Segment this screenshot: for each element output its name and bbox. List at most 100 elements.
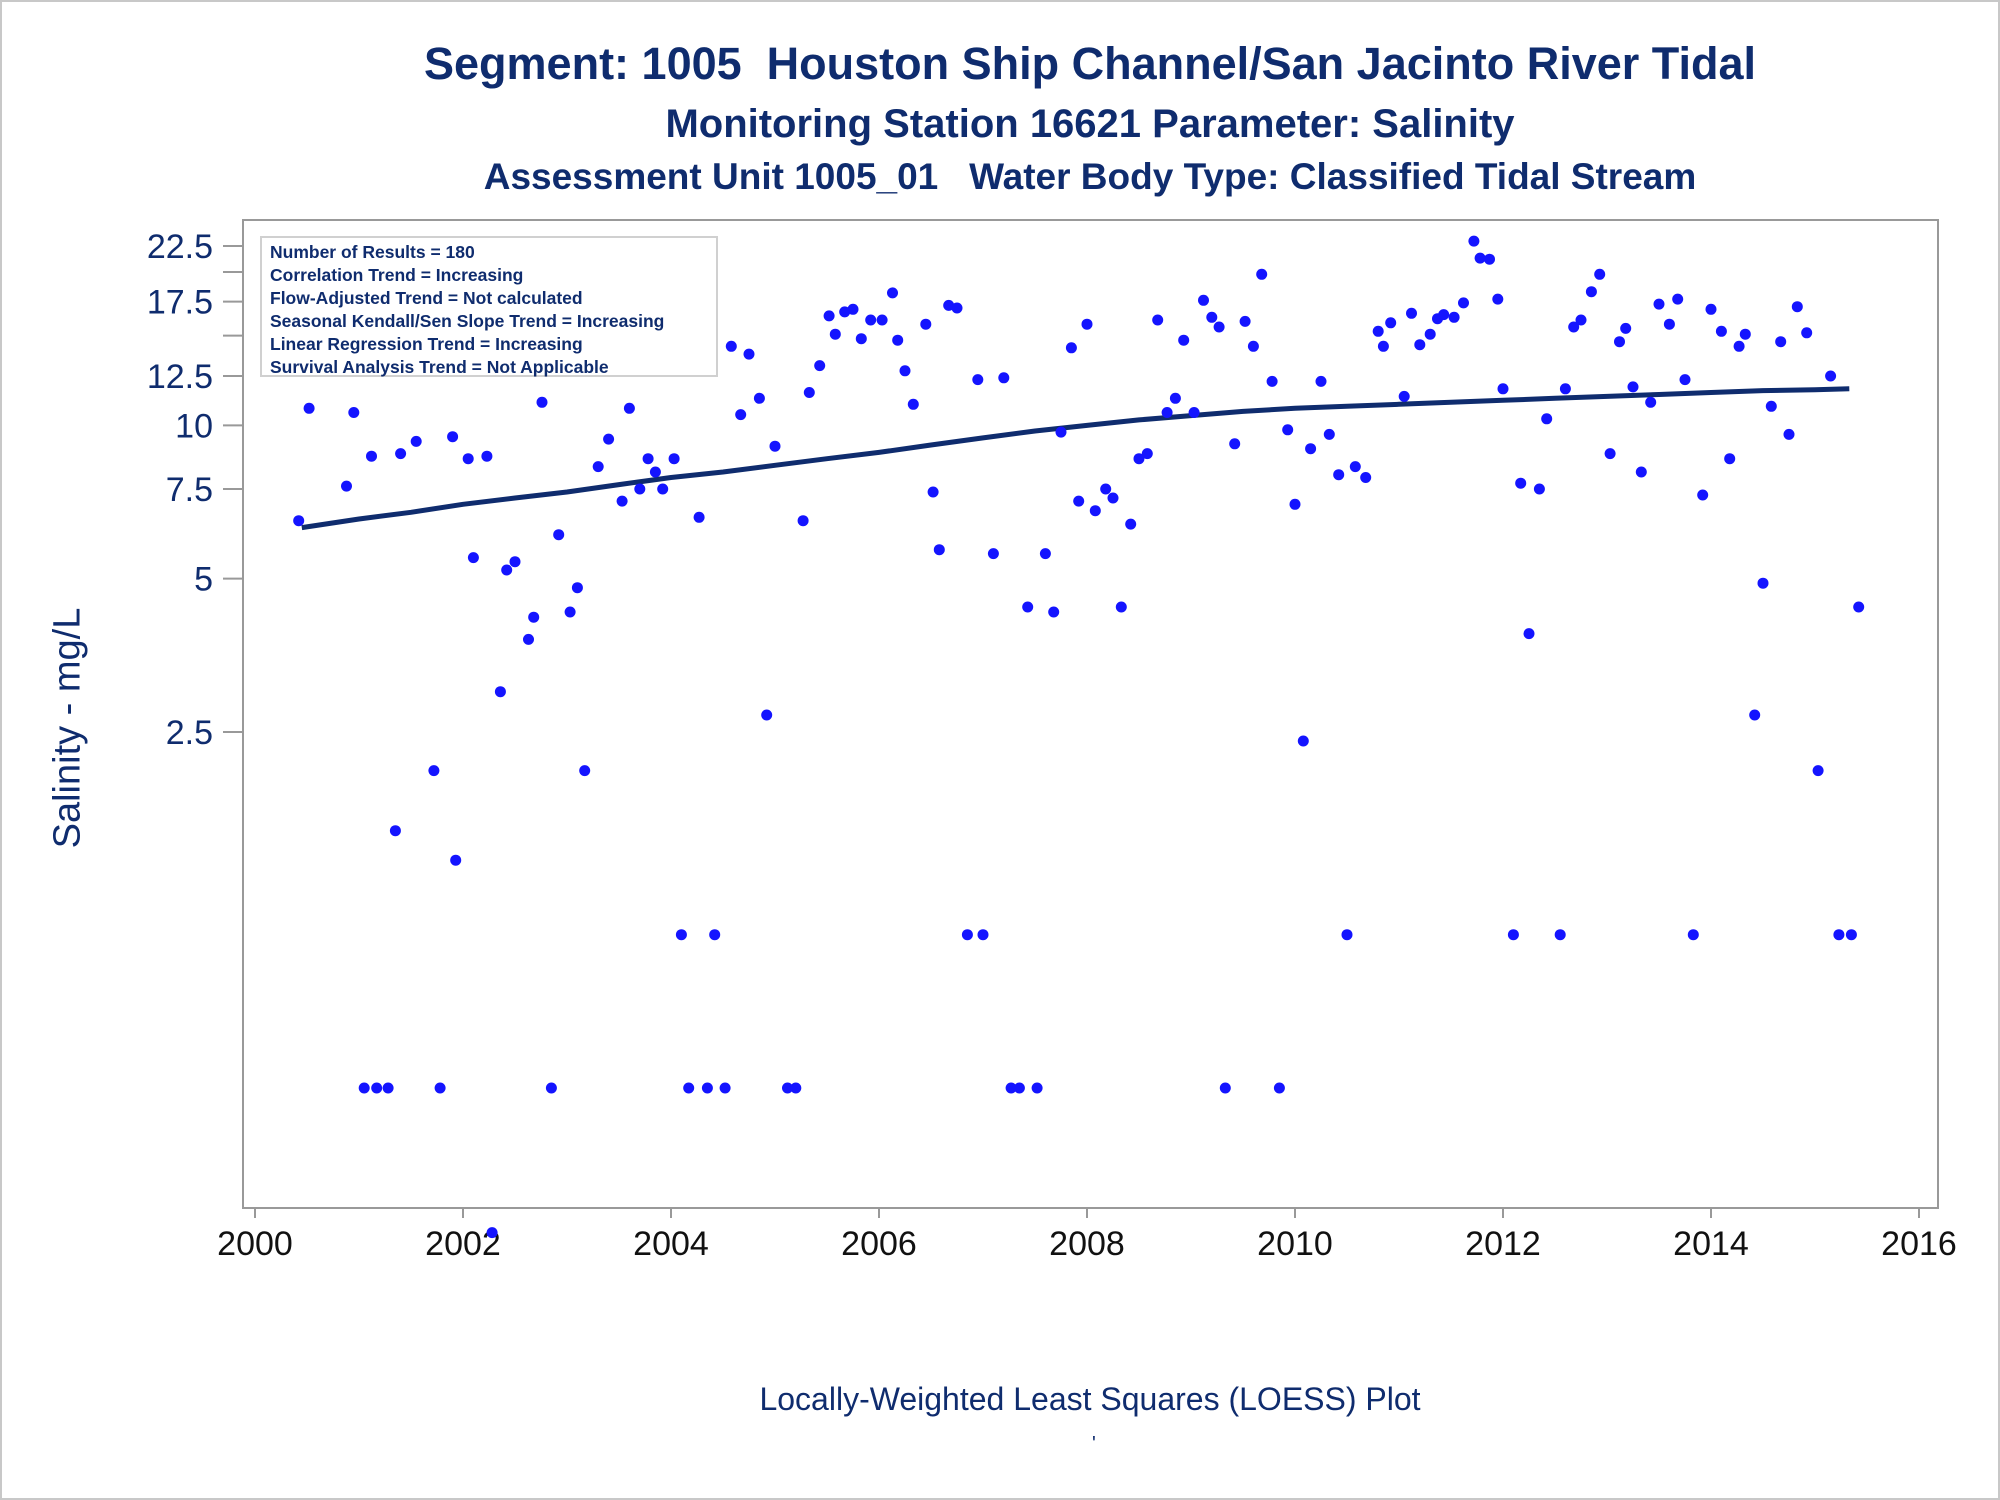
data-point bbox=[943, 299, 955, 311]
data-point bbox=[753, 392, 765, 404]
y-tick-label: 5 bbox=[194, 561, 213, 599]
stats-box: Number of Results = 180 Correlation Tren… bbox=[260, 236, 718, 377]
data-point bbox=[1757, 577, 1769, 589]
data-point bbox=[814, 360, 826, 372]
data-point bbox=[450, 854, 462, 866]
data-point bbox=[481, 450, 493, 462]
data-point bbox=[1687, 929, 1699, 941]
data-point bbox=[920, 318, 932, 330]
data-point bbox=[725, 340, 737, 352]
data-point bbox=[623, 402, 635, 414]
data-point bbox=[366, 450, 377, 462]
chart-title: Segment: 1005 Houston Ship Channel/San J… bbox=[424, 38, 1756, 89]
footer-mark: ' bbox=[1092, 1433, 1096, 1455]
data-point bbox=[1152, 314, 1164, 326]
data-point bbox=[1663, 318, 1675, 330]
data-point bbox=[719, 1082, 731, 1094]
data-point bbox=[1484, 253, 1495, 265]
data-point bbox=[790, 1082, 802, 1094]
data-point bbox=[797, 515, 809, 527]
data-point bbox=[1048, 606, 1060, 618]
data-point bbox=[545, 1082, 557, 1094]
data-point bbox=[701, 1082, 713, 1094]
data-point bbox=[865, 314, 877, 326]
data-point bbox=[1073, 495, 1085, 507]
y-tick-label: 10 bbox=[175, 407, 213, 445]
data-point bbox=[1372, 325, 1384, 337]
x-tick-label: 2006 bbox=[841, 1225, 917, 1263]
data-point bbox=[1575, 314, 1587, 326]
data-point bbox=[1055, 426, 1067, 438]
data-point bbox=[1604, 448, 1616, 460]
data-point bbox=[847, 303, 859, 315]
loess-line bbox=[301, 386, 1850, 531]
data-point bbox=[1398, 390, 1410, 402]
data-point bbox=[1833, 929, 1845, 941]
x-tick-label: 2016 bbox=[1881, 1225, 1957, 1263]
data-point bbox=[1198, 294, 1209, 306]
data-point bbox=[829, 328, 841, 340]
data-point bbox=[1266, 375, 1278, 387]
data-point bbox=[1273, 1082, 1285, 1094]
stat-flow-adjusted-trend: Flow-Adjusted Trend = Not calculated bbox=[270, 288, 583, 308]
data-point bbox=[1812, 765, 1824, 777]
data-point bbox=[892, 334, 904, 346]
data-point bbox=[1801, 327, 1813, 339]
data-point bbox=[1739, 328, 1751, 340]
data-point bbox=[782, 1082, 793, 1094]
data-point bbox=[1515, 477, 1527, 489]
data-point bbox=[571, 582, 583, 594]
data-point bbox=[1585, 286, 1597, 298]
stat-seasonal-kendall-trend: Seasonal Kendall/Sen Slope Trend = Incre… bbox=[270, 311, 665, 331]
data-point bbox=[1100, 483, 1112, 495]
data-point bbox=[395, 448, 407, 460]
data-point bbox=[1749, 709, 1761, 721]
data-point bbox=[1031, 1082, 1043, 1094]
data-point bbox=[1635, 466, 1647, 478]
data-point bbox=[1715, 325, 1727, 337]
data-point bbox=[428, 765, 440, 777]
data-point bbox=[1533, 483, 1545, 495]
data-point bbox=[1005, 1082, 1017, 1094]
data-point bbox=[1645, 396, 1657, 408]
data-point bbox=[839, 306, 851, 318]
data-point bbox=[1089, 505, 1101, 517]
data-point bbox=[1492, 293, 1504, 305]
data-point bbox=[649, 466, 661, 478]
data-point bbox=[1297, 735, 1309, 747]
data-point bbox=[972, 374, 984, 386]
data-point bbox=[1733, 340, 1745, 352]
stat-linear-regression-trend: Linear Regression Trend = Increasing bbox=[270, 334, 583, 354]
data-point bbox=[434, 1082, 446, 1094]
data-point bbox=[1141, 448, 1153, 460]
data-point bbox=[509, 556, 521, 568]
data-point bbox=[769, 440, 781, 452]
data-point bbox=[761, 709, 773, 721]
data-point bbox=[1161, 407, 1173, 418]
data-point bbox=[564, 606, 576, 618]
y-tick-label: 12.5 bbox=[147, 358, 213, 396]
data-point bbox=[1775, 336, 1787, 348]
data-point bbox=[1554, 929, 1566, 941]
stat-survival-analysis-trend: Survival Analysis Trend = Not Applicable bbox=[270, 357, 609, 377]
data-point bbox=[1107, 492, 1119, 504]
data-point bbox=[303, 402, 315, 414]
chart-subtitle-2: Assessment Unit 1005_01 Water Body Type:… bbox=[483, 156, 1697, 197]
data-point bbox=[1697, 489, 1709, 501]
x-tick-label: 2008 bbox=[1049, 1225, 1125, 1263]
data-point bbox=[462, 453, 474, 465]
data-point bbox=[293, 515, 305, 527]
x-tick-label: 2014 bbox=[1673, 1225, 1749, 1263]
data-point bbox=[961, 929, 973, 941]
data-point bbox=[657, 483, 669, 495]
data-point bbox=[1178, 334, 1190, 346]
data-point bbox=[1765, 400, 1777, 412]
data-point bbox=[987, 548, 999, 560]
y-tick-label: 2.5 bbox=[166, 714, 213, 752]
data-point bbox=[1115, 601, 1127, 613]
data-point bbox=[1065, 342, 1077, 354]
data-point bbox=[447, 431, 459, 443]
data-point bbox=[1385, 317, 1397, 329]
